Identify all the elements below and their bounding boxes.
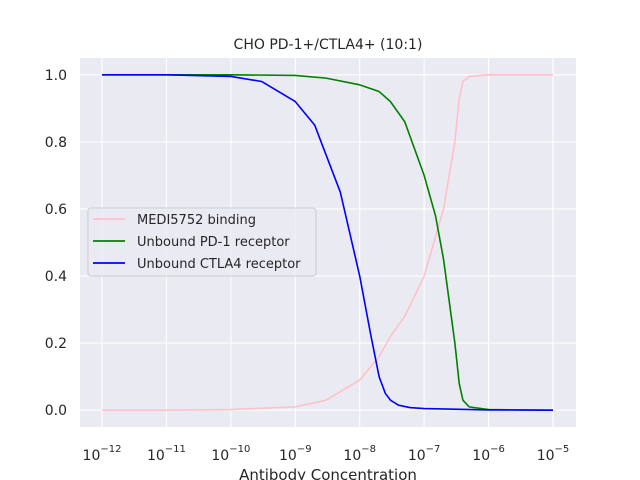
x-axis-ticks: 10−12 10−11 10−10 10−9 10−8 10−7 10−6 10−5 (83, 444, 570, 464)
x-tick-label: 10−10 (211, 444, 250, 464)
series-line-unbound-ctla4-receptor (102, 73, 554, 412)
y-tick-label: 1.0 (45, 68, 67, 84)
y-tick-label: 0.0 (45, 403, 67, 419)
x-tick-label: 10−8 (343, 444, 376, 464)
legend: MEDI5752 binding Unbound PD-1 receptor Unb… (87, 207, 317, 277)
legend-label: MEDI5752 binding (137, 213, 256, 228)
x-tick-label: 10−5 (537, 444, 570, 464)
x-tick-label: 10−11 (147, 444, 186, 464)
series-layer (102, 73, 554, 412)
x-tick-label: 10−7 (408, 444, 441, 464)
series-line-unbound-pd-1-receptor (102, 73, 554, 412)
y-tick-label: 0.4 (45, 269, 67, 285)
x-tick-label: 10−6 (472, 444, 505, 464)
legend-box (87, 207, 317, 277)
x-tick-label: 10−12 (83, 444, 122, 464)
x-axis-label: Antibody Concentration (239, 466, 417, 480)
y-axis-ticks: 0.0 0.2 0.4 0.6 0.8 1.0 (45, 68, 67, 419)
legend-label: Unbound PD-1 receptor (137, 235, 290, 250)
chart-title: CHO PD-1+/CTLA4+ (10:1) (234, 37, 423, 53)
series-line-medi5752-binding (102, 73, 553, 412)
legend-label: Unbound CTLA4 receptor (137, 257, 301, 272)
y-tick-label: 0.6 (45, 202, 67, 218)
x-tick-label: 10−9 (279, 444, 312, 464)
y-tick-label: 0.8 (45, 135, 67, 151)
y-tick-label: 0.2 (45, 336, 67, 352)
